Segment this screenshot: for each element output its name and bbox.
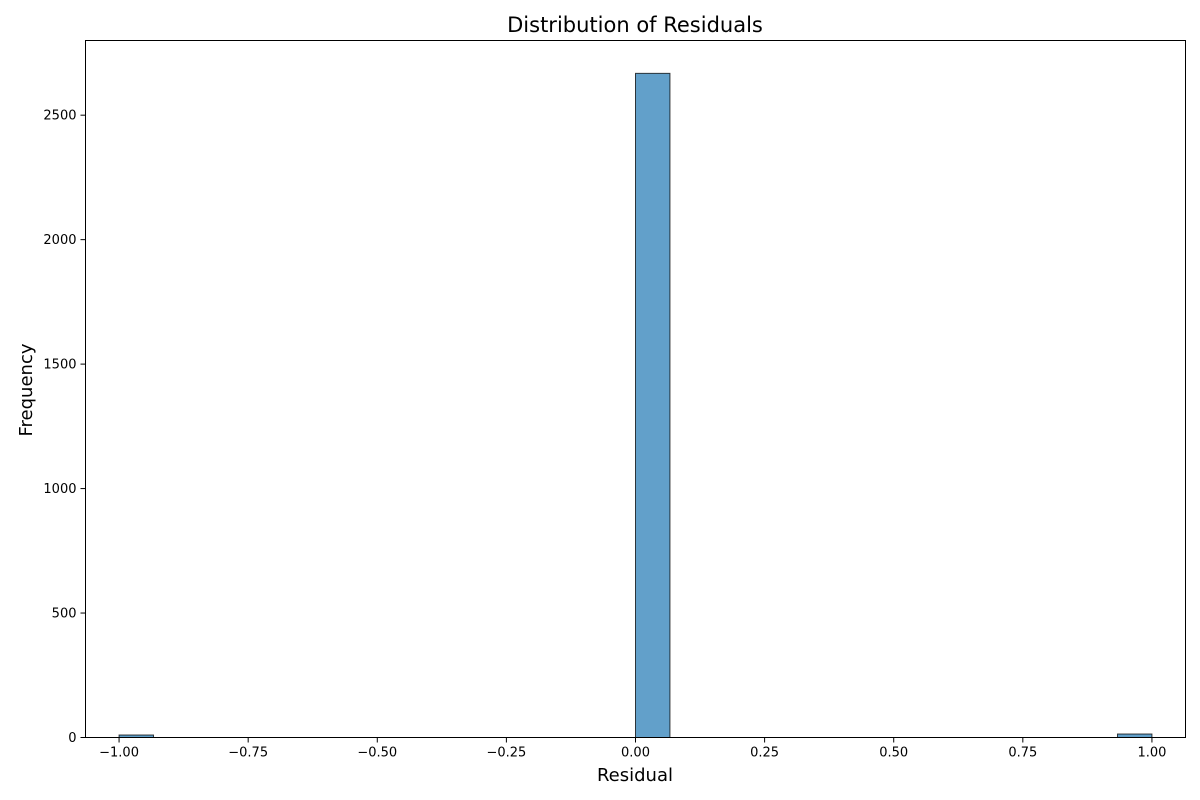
x-tick-label: 1.00 xyxy=(1137,746,1166,761)
x-tick-label: 0.25 xyxy=(750,746,779,761)
y-axis-ticks: 0 500 1000 1500 2000 2500 xyxy=(43,109,86,746)
y-tick-label: 2000 xyxy=(43,233,76,248)
x-tick-label: 0.75 xyxy=(1008,746,1037,761)
histogram-bars xyxy=(118,72,1153,739)
plot-frame xyxy=(85,40,1186,738)
y-tick-label: 2500 xyxy=(43,109,76,124)
x-axis-ticks: −1.00 −0.75 −0.50 −0.25 0.00 0.25 0.50 0.75 1.00 xyxy=(99,737,1166,761)
x-tick-label: −0.75 xyxy=(228,746,268,761)
histogram-bar-2 xyxy=(1116,733,1153,739)
y-tick-label: 0 xyxy=(68,731,76,746)
chart-title: Distribution of Residuals xyxy=(507,13,763,37)
y-tick-label: 500 xyxy=(52,607,77,622)
y-tick-label: 1500 xyxy=(43,358,76,373)
x-tick-label: −1.00 xyxy=(99,746,139,761)
x-axis-label: Residual xyxy=(597,765,673,786)
x-tick-label: 0.00 xyxy=(621,746,650,761)
histogram-bar-1 xyxy=(635,72,671,738)
x-tick-label: 0.50 xyxy=(879,746,908,761)
x-tick-label: −0.25 xyxy=(486,746,526,761)
y-tick-label: 1000 xyxy=(43,482,76,497)
x-tick-label: −0.50 xyxy=(357,746,397,761)
y-axis-label: Frequency xyxy=(16,343,37,436)
